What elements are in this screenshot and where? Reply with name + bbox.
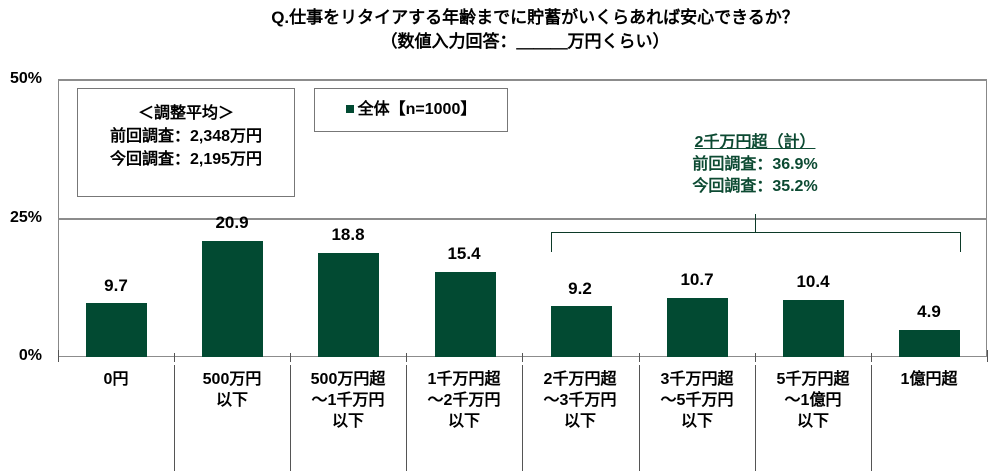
value-label: 9.7 — [104, 276, 128, 295]
bar-over-100m — [899, 330, 960, 357]
average-current: 今回調査：2,195万円 — [109, 151, 263, 168]
category-separator — [290, 365, 291, 471]
category-label: 3千万円超 ～5千万円 以下 — [660, 371, 734, 430]
y-tick-25: 25% — [9, 209, 42, 226]
bar-under-5m — [202, 241, 263, 357]
category-separator — [871, 365, 872, 471]
axis-tick — [522, 353, 523, 362]
category-label: 0円 — [103, 371, 129, 388]
axis-tick — [987, 350, 988, 362]
category-separator — [755, 365, 756, 471]
category-label: 5千万円超 ～1億円 以下 — [776, 371, 850, 430]
category-separator — [639, 365, 640, 471]
annotation-current: 今回調査：35.2% — [692, 178, 818, 195]
value-label: 15.4 — [447, 244, 481, 263]
bar-30m-50m — [667, 298, 728, 357]
bar-0yen — [86, 303, 147, 357]
axis-tick — [639, 353, 640, 362]
legend-label: 全体【n=1000】 — [357, 101, 477, 118]
value-label: 10.4 — [796, 272, 830, 291]
bar-50m-100m — [783, 300, 844, 357]
average-heading: ＜調整平均＞ — [137, 105, 234, 122]
chart-title-line1: Q.仕事をリタイアする年齢までに貯蓄がいくらあれば安心できるか？ — [271, 8, 799, 27]
gridline-25 — [58, 218, 987, 220]
category-separator — [406, 365, 407, 471]
axis-tick — [290, 353, 291, 362]
legend-swatch-icon — [345, 105, 354, 113]
axis-tick — [406, 353, 407, 362]
bar-10m-20m — [435, 272, 496, 357]
axis-tick — [58, 350, 59, 362]
category-label: 1億円超 — [900, 371, 958, 388]
annotation-heading: 2千万円超（計） — [694, 134, 816, 151]
chart-title-line2: （数値入力回答：＿＿＿万円くらい） — [380, 32, 670, 51]
category-label: 2千万円超 ～3千万円 以下 — [543, 371, 617, 430]
axis-tick — [755, 353, 756, 362]
value-label: 20.9 — [215, 213, 249, 232]
axis-tick — [174, 353, 175, 362]
y-tick-50: 50% — [9, 70, 42, 87]
value-label: 10.7 — [680, 270, 714, 289]
bracket-right-leg — [960, 232, 961, 252]
bracket-left-leg — [551, 232, 552, 252]
category-label: 500万円 以下 — [202, 371, 262, 409]
bar-5m-10m — [318, 253, 379, 357]
bar-20m-30m — [551, 306, 612, 357]
value-label: 4.9 — [917, 302, 941, 321]
category-label: 1千万円超 ～2千万円 以下 — [427, 371, 501, 430]
over-20m-annotation: 2千万円超（計） 前回調査：36.9% 今回調査：35.2% — [640, 132, 870, 198]
category-separator — [174, 365, 175, 471]
adjusted-average-box: ＜調整平均＞ 前回調査：2,348万円 今回調査：2,195万円 — [77, 88, 295, 197]
category-separator — [522, 365, 523, 471]
annotation-previous: 前回調査：36.9% — [692, 156, 818, 173]
category-label: 500万円超 ～1千万円 以下 — [310, 371, 386, 430]
legend: 全体【n=1000】 — [314, 88, 508, 132]
bracket-horizontal — [551, 232, 961, 233]
axis-tick — [871, 353, 872, 362]
average-previous: 前回調査：2,348万円 — [109, 128, 263, 145]
value-label: 18.8 — [331, 225, 365, 244]
value-label: 9.2 — [568, 279, 592, 298]
y-tick-0: 0% — [18, 347, 42, 364]
bracket-stem — [755, 214, 756, 232]
gridline-50 — [58, 79, 987, 81]
